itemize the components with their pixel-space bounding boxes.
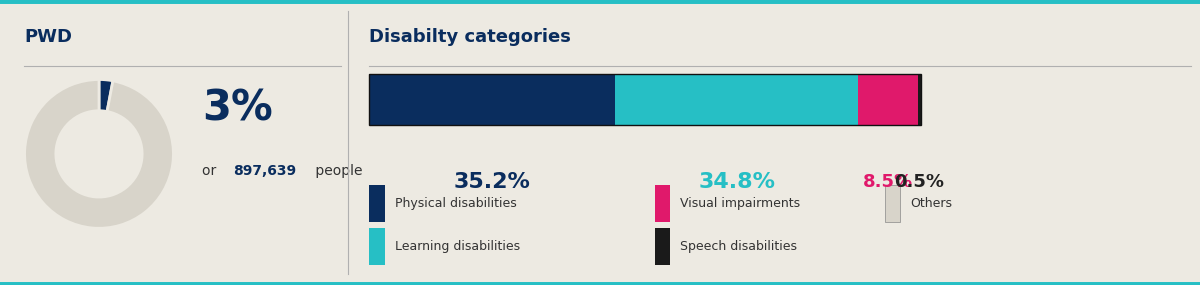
FancyBboxPatch shape [918, 74, 922, 125]
FancyBboxPatch shape [922, 74, 1068, 125]
Text: or: or [202, 164, 221, 178]
Text: Speech disabilities: Speech disabilities [680, 240, 797, 253]
Text: Physical disabilities: Physical disabilities [395, 197, 517, 210]
Text: PWD: PWD [24, 28, 72, 46]
Text: 34.8%: 34.8% [698, 172, 775, 192]
Text: Learning disabilities: Learning disabilities [395, 240, 520, 253]
Bar [884, 185, 900, 222]
Bar [370, 228, 385, 265]
Text: Disabilty categories: Disabilty categories [370, 28, 571, 46]
Text: 0.5%: 0.5% [894, 173, 944, 192]
FancyBboxPatch shape [370, 74, 616, 125]
Text: people: people [312, 164, 362, 178]
Text: 35.2%: 35.2% [454, 172, 530, 192]
Bar [655, 185, 670, 222]
Text: 8.5%: 8.5% [863, 173, 913, 192]
Wedge shape [98, 80, 113, 111]
Bar [655, 228, 670, 265]
Text: 3%: 3% [202, 87, 272, 129]
Text: Others: Others [911, 197, 953, 210]
Bar [370, 74, 922, 125]
Wedge shape [25, 80, 173, 228]
FancyBboxPatch shape [858, 74, 918, 125]
Text: Visual impairments: Visual impairments [680, 197, 800, 210]
FancyBboxPatch shape [616, 74, 858, 125]
Text: 897,639: 897,639 [233, 164, 296, 178]
Bar [370, 185, 385, 222]
